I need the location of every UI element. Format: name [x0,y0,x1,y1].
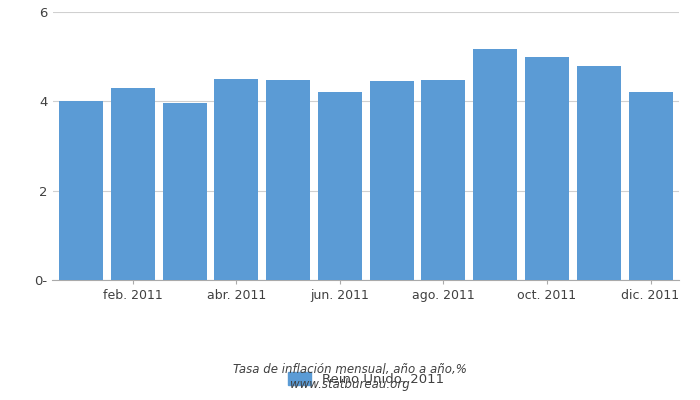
Bar [473,49,517,280]
Bar [162,103,206,280]
Text: www.statbureau.org: www.statbureau.org [290,378,410,391]
Bar [370,81,414,280]
Bar [318,92,362,280]
Bar [111,88,155,280]
Bar [525,57,569,280]
Legend: Reino Unido, 2011: Reino Unido, 2011 [288,372,444,386]
Bar [577,66,621,280]
Bar [421,80,466,280]
Bar [629,92,673,280]
Bar [266,80,310,280]
Bar [59,101,103,280]
Bar [214,79,258,280]
Text: Tasa de inflación mensual, año a año,%: Tasa de inflación mensual, año a año,% [233,364,467,376]
